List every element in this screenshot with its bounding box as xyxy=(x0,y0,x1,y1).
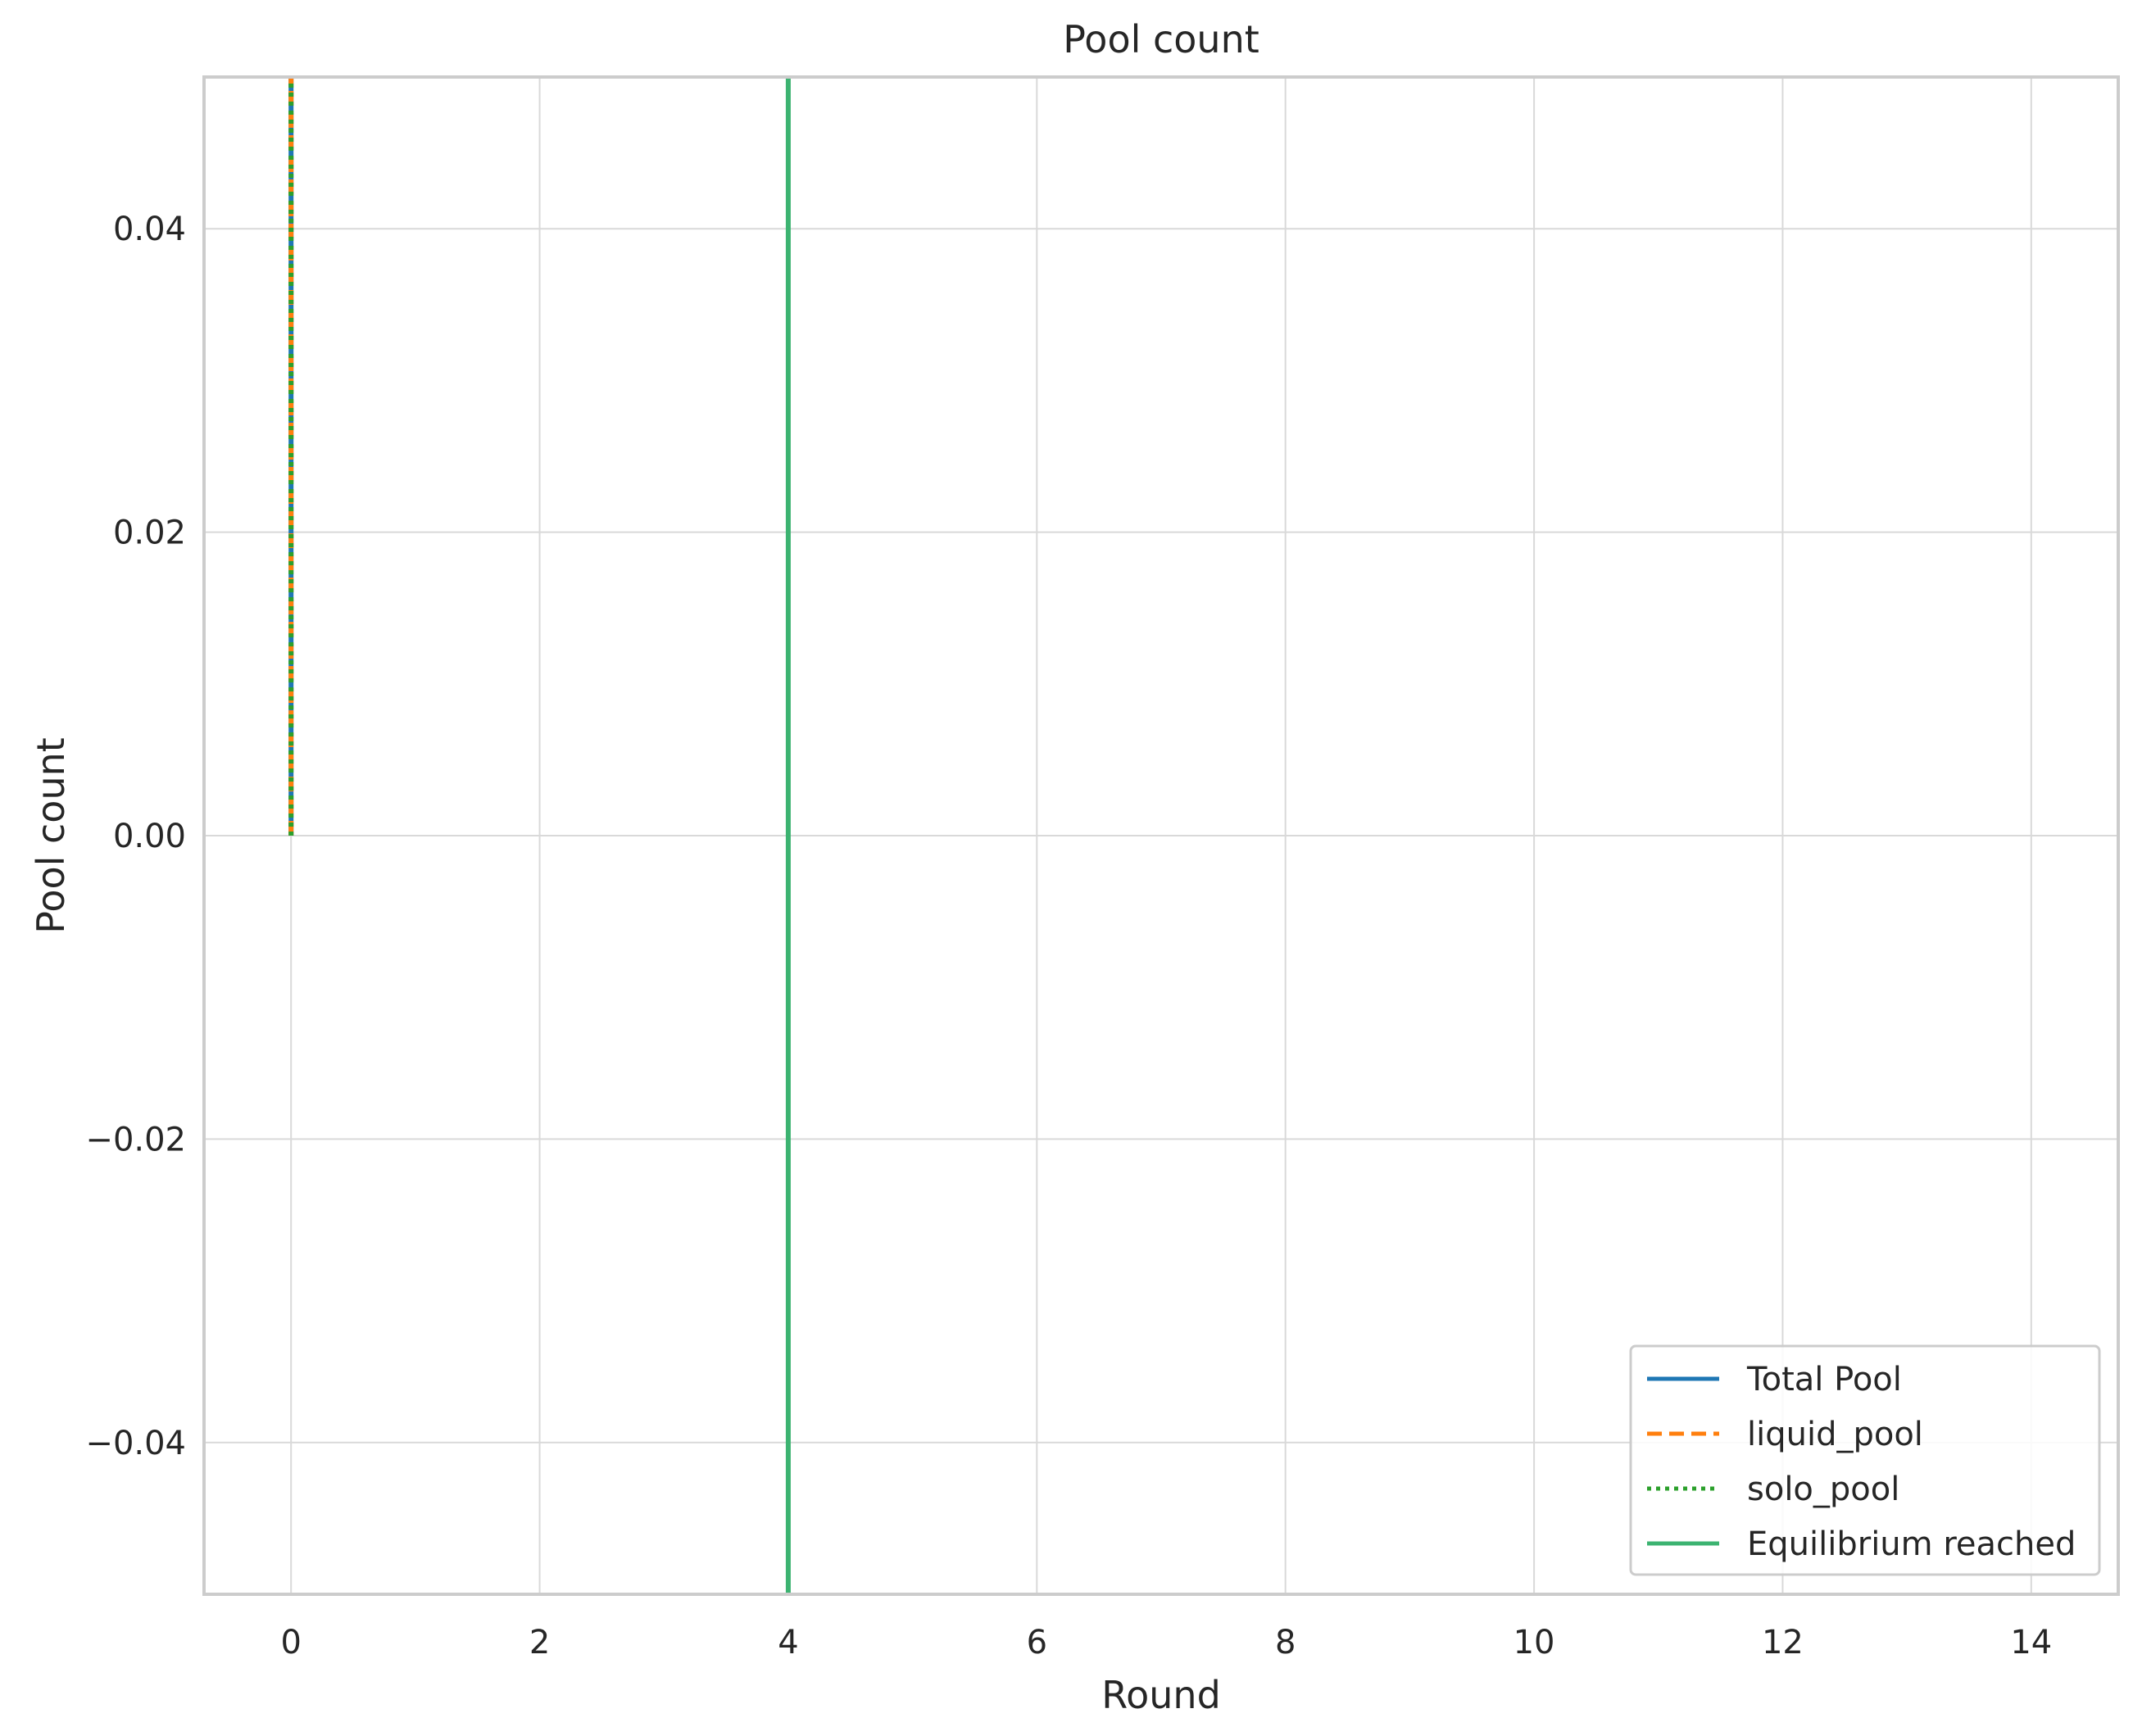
y-tick-label: 0.00 xyxy=(113,818,186,855)
x-tick-label: 0 xyxy=(280,1624,301,1661)
legend-label: Total Pool xyxy=(1746,1361,1902,1398)
y-tick-label: −0.04 xyxy=(85,1425,186,1462)
series-layer xyxy=(288,77,791,1594)
x-tick-label: 6 xyxy=(1027,1624,1047,1661)
x-tick-label: 10 xyxy=(1514,1624,1555,1661)
legend-label: solo_pool xyxy=(1747,1471,1899,1508)
legend: Total Pool liquid_pool solo_pool Equilibriu… xyxy=(1629,1344,2101,1576)
legend-label: Equilibrium reached xyxy=(1747,1525,2076,1563)
tick-labels: 0 2 4 6 8 10 12 14 −0.04 −0.02 0.00 0.02 0.04 xyxy=(85,211,2052,1661)
x-tick-label: 12 xyxy=(1762,1624,1804,1661)
plot-frame xyxy=(202,75,2120,1596)
x-tick-label: 2 xyxy=(529,1624,550,1661)
y-tick-label: 0.04 xyxy=(113,211,186,248)
x-axis-label: Round xyxy=(1101,1673,1221,1717)
y-tick-label: −0.02 xyxy=(85,1121,186,1158)
x-tick-label: 14 xyxy=(2010,1624,2052,1661)
y-axis-label: Pool count xyxy=(29,737,73,934)
legend-label: liquid_pool xyxy=(1747,1416,1923,1453)
x-tick-label: 4 xyxy=(778,1624,798,1661)
chart-title: Pool count xyxy=(1063,17,1259,61)
legend-box xyxy=(1629,1344,2101,1576)
y-tick-label: 0.02 xyxy=(113,514,186,552)
x-tick-label: 8 xyxy=(1275,1624,1296,1661)
